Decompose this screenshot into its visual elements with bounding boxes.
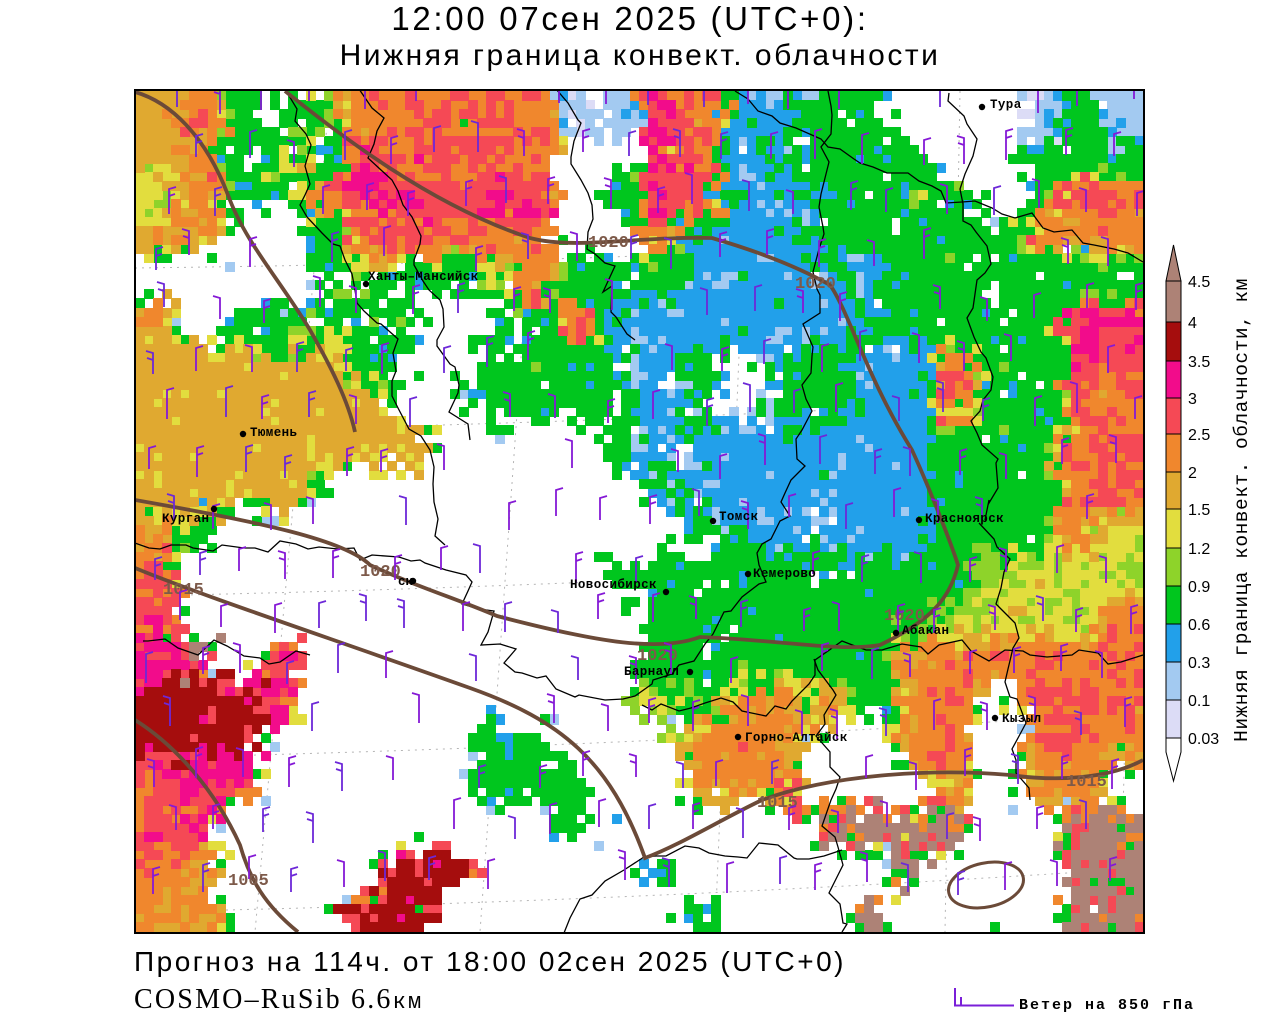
svg-text:1015: 1015: [1066, 773, 1107, 792]
svg-text:2.5: 2.5: [1188, 427, 1210, 444]
svg-text:0.03: 0.03: [1188, 731, 1219, 748]
svg-text:0.1: 0.1: [1188, 693, 1210, 710]
svg-text:1020: 1020: [360, 563, 401, 582]
svg-text:Горно–Алтайск: Горно–Алтайск: [745, 731, 848, 745]
svg-text:Нижняя граница конвект. облачн: Нижняя граница конвект. облачности, км: [1231, 278, 1253, 742]
svg-text:ск: ск: [398, 575, 414, 589]
svg-text:3.5: 3.5: [1188, 354, 1210, 371]
svg-text:Тура: Тура: [990, 98, 1022, 112]
svg-text:1020: 1020: [795, 275, 836, 294]
svg-text:Красноярск: Красноярск: [925, 512, 1004, 526]
svg-text:4: 4: [1188, 315, 1197, 332]
svg-text:Кемерово: Кемерово: [753, 567, 816, 581]
svg-text:3: 3: [1188, 391, 1197, 408]
svg-text:1015: 1015: [757, 794, 798, 813]
svg-text:1005: 1005: [228, 872, 269, 891]
svg-text:Барнаул: Барнаул: [624, 665, 679, 679]
svg-text:Абакан: Абакан: [902, 623, 949, 638]
svg-text:1020: 1020: [588, 234, 629, 253]
svg-text:2: 2: [1188, 465, 1197, 482]
svg-text:1020: 1020: [884, 607, 925, 626]
svg-text:Курган: Курган: [162, 512, 209, 526]
svg-text:Новосибирск: Новосибирск: [570, 577, 657, 592]
svg-text:Ханты–Мансийск: Ханты–Мансийск: [368, 270, 479, 284]
svg-text:0.9: 0.9: [1188, 579, 1210, 596]
svg-text:0.3: 0.3: [1188, 655, 1210, 672]
svg-text:Томск: Томск: [719, 510, 759, 524]
svg-text:1.2: 1.2: [1188, 541, 1210, 558]
svg-text:4.5: 4.5: [1188, 274, 1210, 291]
svg-text:1.5: 1.5: [1188, 502, 1210, 519]
svg-text:Тюмень: Тюмень: [250, 426, 297, 440]
svg-text:0.6: 0.6: [1188, 617, 1210, 634]
svg-text:Кызыл: Кызыл: [1002, 712, 1042, 726]
